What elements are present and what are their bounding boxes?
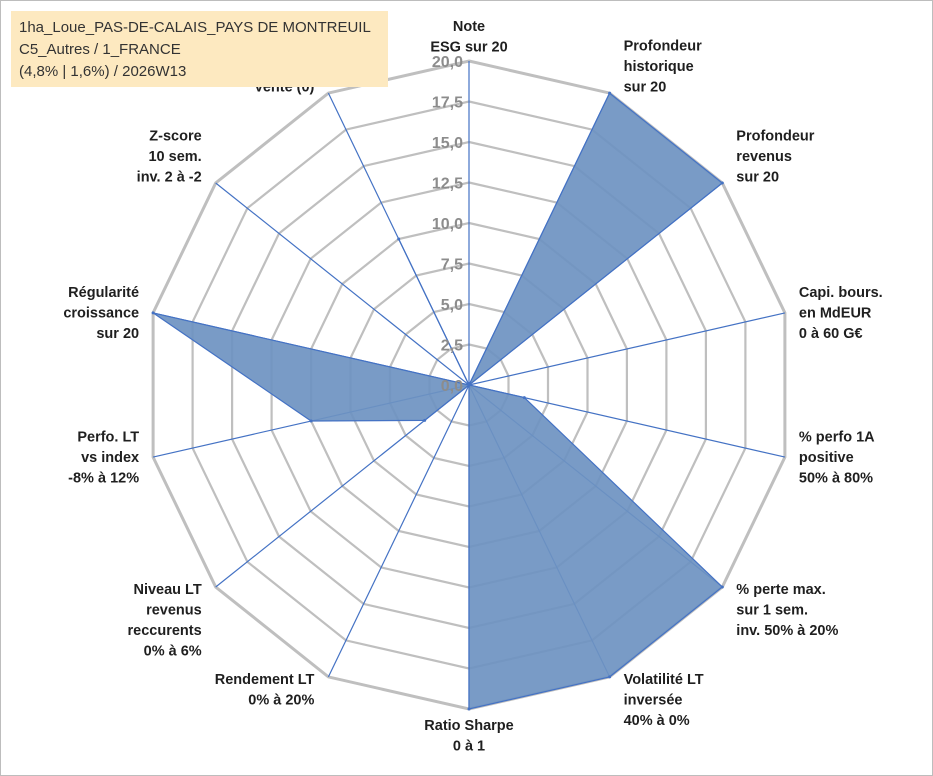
axis-label-line: revenus [146,603,202,619]
tick-label: 12,5 [432,176,463,193]
axis-label-line: 0 à 1 [453,739,485,755]
axis-label-line: historique [624,59,694,75]
axis-label: % perte max. sur 1 sem. inv. 50% à 20% [736,582,838,639]
axis-label: Profondeur historique sur 20 [624,39,702,96]
axis-label-line: sur 20 [736,170,779,186]
axis-label-line: 10 sem. [148,149,201,165]
axis-label: Niveau LT revenus reccurents 0% à 6% [128,582,202,660]
axis-label-line: Profondeur [736,129,814,145]
axis-label: Profondeur revenus sur 20 [736,129,814,186]
data-point [608,91,612,95]
tick-label: 7,5 [441,257,463,274]
axis-label-line: inv. 50% à 20% [736,623,838,639]
axis-label: % perfo 1A positive 50% à 80% [799,429,875,486]
axis-label-line: Volatilité LT [624,672,704,688]
axis-label: Rendement LT 0% à 20% [215,672,315,709]
axis-label-line: sur 20 [624,80,667,96]
axis-label-line: -8% à 12% [68,470,139,486]
info-box: 1ha_Loue_PAS-DE-CALAIS_PAYS DE MONTREUIL… [11,11,388,87]
data-point [467,383,471,387]
axis-label-line: 0% à 6% [144,644,202,660]
axis-label-line: 40% à 0% [624,713,690,729]
data-point [720,181,724,185]
axis-spoke [215,182,470,386]
tick-label: 17,5 [432,95,463,112]
axis-label: Perfo. LT vs index -8% à 12% [68,429,139,486]
tick-label: 15,0 [432,135,463,152]
data-point [720,585,724,589]
axis-label-line: vs index [81,450,139,466]
data-point [397,237,401,241]
axis-label-line: 50% à 80% [799,470,873,486]
axis-label-line: Ratio Sharpe [424,718,513,734]
axis-label-line: Rendement LT [215,672,315,688]
axis-label-line: Capi. bours. [799,285,883,301]
tick-label: 5,0 [441,297,463,314]
tick-label: 20,0 [432,54,463,71]
axis-label-line: en MdEUR [799,306,872,322]
tick-label: 2,5 [441,338,463,355]
axis-spoke [327,384,470,678]
axis-label: Note ESG sur 20 [430,19,507,56]
series-layer [151,91,724,711]
axis-label-line: 0 à 60 G€ [799,326,863,342]
axis-spoke [468,312,786,386]
axis-label-line: Z-score [149,129,201,145]
tick-label: 10,0 [432,216,463,233]
axis-label-line: inversée [624,692,683,708]
axis-label-line: Note [453,19,485,35]
axis-label-line: sur 20 [96,326,139,342]
axis-label-line: Niveau LT [133,582,201,598]
data-point [309,419,313,423]
axis-label-line: inv. 2 à -2 [137,170,202,186]
axis-label: Capi. bours. en MdEUR 0 à 60 G€ [799,285,883,342]
axis-label-line: reccurents [128,623,202,639]
axis-label-line: sur 1 sem. [736,603,808,619]
data-point [423,418,427,422]
axis-label-line: % perte max. [736,582,825,598]
info-stats: (4,8% | 1,6%) / 2026W13 [19,63,187,80]
data-point [608,675,612,679]
data-point [467,707,471,711]
axis-label: Volatilité LT inversée 40% à 0% [624,672,704,729]
data-point [151,311,155,315]
axis-label: Ratio Sharpe 0 à 1 [424,718,513,755]
tick-layer: 0,0 2,5 5,0 7,5 10,0 12,5 15,0 17,5 20,0 [432,54,463,395]
axis-label-line: % perfo 1A [799,429,875,445]
axis-label: Régularité croissance sur 20 [63,285,139,342]
axis-label-line: Profondeur [624,39,702,55]
info-title: 1ha_Loue_PAS-DE-CALAIS_PAYS DE MONTREUIL [19,19,371,36]
axis-label-line: positive [799,450,854,466]
label-layer: Note ESG sur 20 Profondeur historique sur 20… [63,19,882,755]
axis-label-line: Perfo. LT [77,429,139,445]
axis-label-line: 0% à 20% [248,692,314,708]
data-point [522,396,526,400]
axis-label: Z-score 10 sem. inv. 2 à -2 [137,129,202,186]
axis-label-line: revenus [736,149,792,165]
axis-label-line: ESG sur 20 [430,40,507,56]
info-category: C5_Autres / 1_FRANCE [19,41,181,58]
tick-label: 0,0 [441,378,463,395]
axis-label-line: Régularité [68,285,139,301]
axis-label-line: croissance [63,306,139,322]
